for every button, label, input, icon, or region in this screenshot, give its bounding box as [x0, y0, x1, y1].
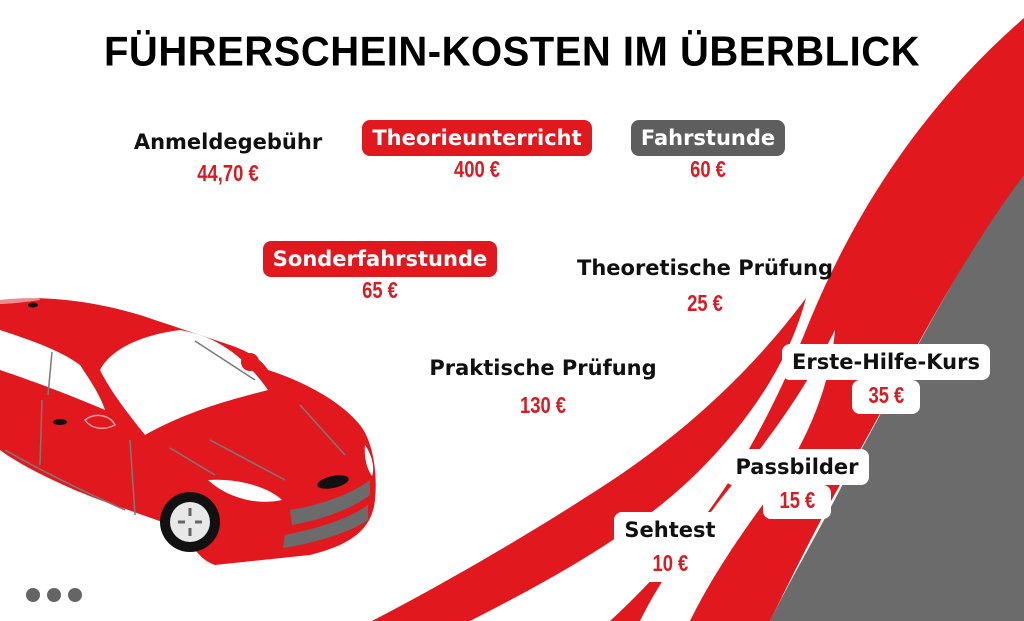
cost-label: Passbilder: [725, 449, 869, 485]
cost-price: 15 €: [779, 487, 815, 513]
cost-item-praktische-pruefung: Praktische Prüfung 130 €: [412, 350, 674, 418]
cost-item-theorieunterricht: Theorieunterricht 400 €: [356, 120, 598, 182]
cost-label: Sonderfahrstunde: [262, 241, 498, 277]
cost-label: Anmeldegebühr: [133, 130, 323, 154]
cost-label: Erste-Hilfe-Kurs: [782, 344, 990, 380]
dot: [68, 588, 82, 602]
cost-item-fahrstunde: Fahrstunde 60 €: [618, 120, 798, 182]
cost-price: 65 €: [362, 277, 398, 303]
cost-item-sehtest: Sehtest 10 €: [612, 512, 728, 582]
cost-label: Theorieunterricht: [362, 120, 592, 156]
dot: [26, 588, 40, 602]
cost-label: Theoretische Prüfung: [577, 256, 833, 280]
page-title: FÜHRERSCHEIN-KOSTEN IM ÜBERBLICK: [104, 28, 920, 76]
cost-item-erste-hilfe-kurs: Erste-Hilfe-Kurs 35 €: [776, 344, 996, 414]
cost-price: 35 €: [868, 382, 904, 408]
cost-price: 400 €: [453, 156, 501, 182]
cost-price: 60 €: [690, 156, 726, 182]
red-car-icon: [0, 295, 376, 565]
cost-label: Praktische Prüfung: [429, 356, 657, 380]
cost-price: 25 €: [687, 290, 723, 316]
cost-price: 44,70 €: [197, 160, 259, 186]
more-dots-icon[interactable]: [26, 588, 82, 602]
cost-item-passbilder: Passbilder 15 €: [722, 449, 872, 519]
cost-item-sonderfahrstunde: Sonderfahrstunde 65 €: [256, 241, 504, 303]
cost-item-anmeldegebuehr: Anmeldegebühr 44,70 €: [120, 124, 336, 186]
cost-label: Fahrstunde: [630, 120, 786, 156]
cost-label: Sehtest: [614, 512, 726, 548]
cost-price: 10 €: [652, 550, 688, 576]
cost-item-theoretische-pruefung: Theoretische Prüfung 25 €: [560, 250, 850, 316]
cost-price: 130 €: [519, 392, 567, 418]
dot: [47, 588, 61, 602]
